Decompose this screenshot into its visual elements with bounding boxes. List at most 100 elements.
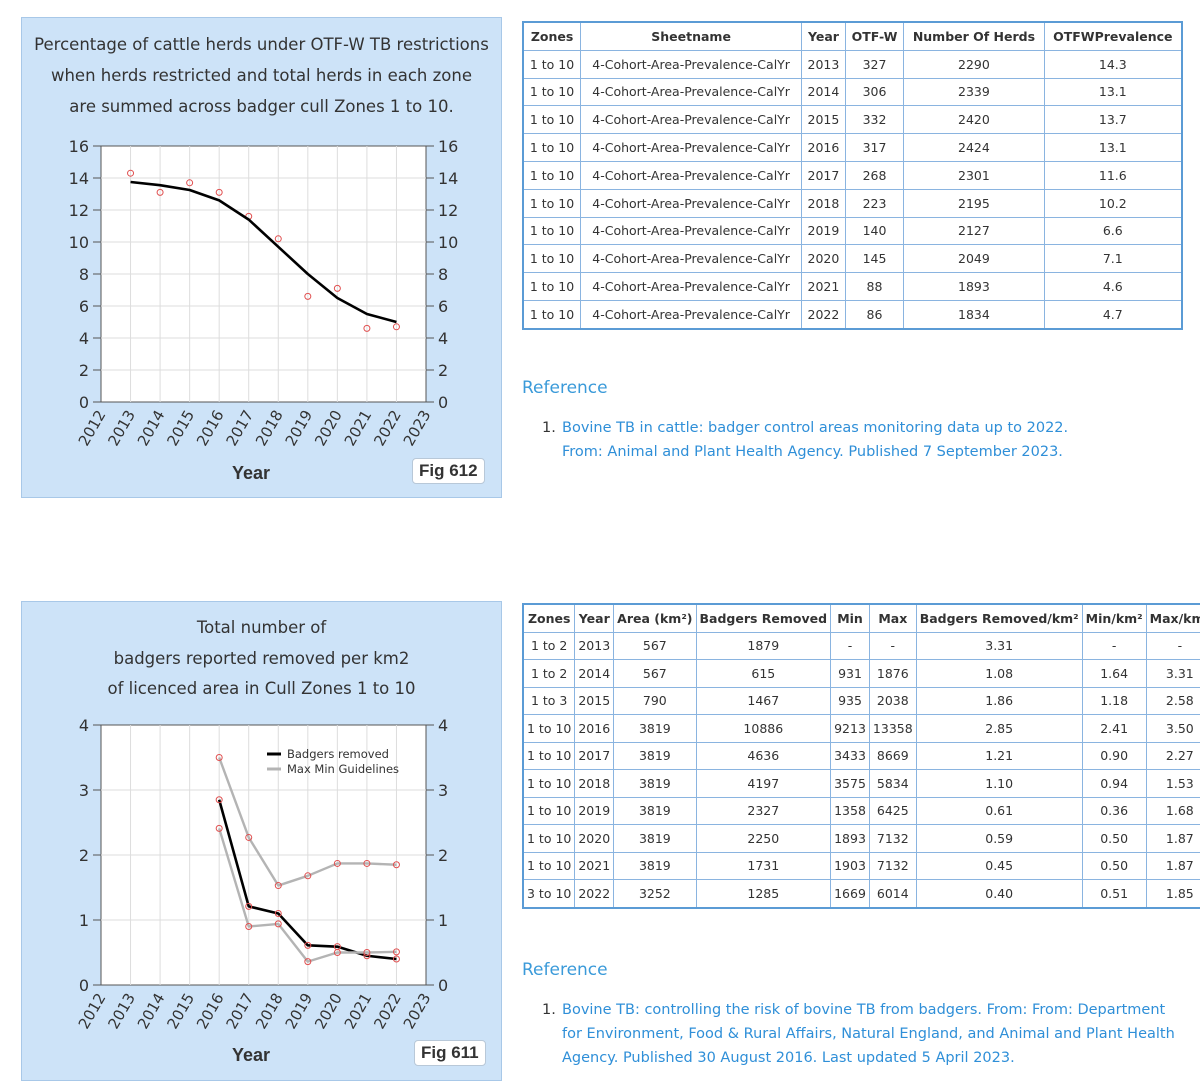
table-row: 1 to 3 2015 790 1467 935 2038 1.86 1.18 2.58 xyxy=(522,686,1200,715)
reference-link-line-3[interactable]: Agency. Published 30 August 2016. Last u… xyxy=(562,1050,1015,1066)
data-point xyxy=(274,882,282,890)
x-tick-label: 2015 xyxy=(163,990,198,1032)
y-tick-label: 2 xyxy=(79,846,89,865)
legend-label: Max Min Guidelines xyxy=(287,762,399,776)
table-cell: 3433 xyxy=(830,741,870,770)
y-tick-label: 0 xyxy=(79,976,89,995)
x-tick-label: 2020 xyxy=(311,407,346,449)
table-row: 3 to 10 2022 3252 1285 1669 6014 0.40 0.51 1.85 xyxy=(522,879,1200,908)
table-cell: 4-Cohort-Area-Prevalence-CalYr xyxy=(580,105,803,135)
y-tick-label-right: 10 xyxy=(438,233,458,252)
table-cell: 3819 xyxy=(613,769,697,798)
data-point xyxy=(333,859,341,867)
y-tick-label-right: 14 xyxy=(438,169,458,188)
chart-title-line-1: Percentage of cattle herds under OTF-W T… xyxy=(34,35,489,54)
table-cell: 3575 xyxy=(830,769,870,798)
table-cell: 1669 xyxy=(830,879,870,908)
table-cell: 4-Cohort-Area-Prevalence-CalYr xyxy=(580,133,803,162)
data-point xyxy=(392,861,400,869)
table-cell: 2014 xyxy=(574,659,615,688)
data-point xyxy=(215,754,223,761)
data-point xyxy=(363,324,371,332)
x-tick-label: 2020 xyxy=(311,990,346,1032)
table-cell: 0.50 xyxy=(1081,851,1147,880)
table-cell: 615 xyxy=(695,659,832,688)
column-header: OTFWPrevalence xyxy=(1043,21,1183,51)
column-header: Year xyxy=(801,21,846,51)
table-cell: 790 xyxy=(613,686,697,715)
table-cell: 13.1 xyxy=(1043,77,1183,107)
y-tick-label-right: 8 xyxy=(438,265,448,284)
column-header: Max xyxy=(868,603,917,633)
table-cell: 1 to 10 xyxy=(522,160,582,190)
table-cell: 3.50 xyxy=(1145,714,1200,743)
reference-number: 1. xyxy=(542,1002,556,1018)
table-cell: 2019 xyxy=(801,216,846,246)
data-point xyxy=(245,923,253,930)
table-cell: 1879 xyxy=(695,631,832,660)
table-cell: 2013 xyxy=(574,631,615,660)
table-cell: 0.45 xyxy=(915,851,1083,880)
table-cell: 1 to 10 xyxy=(522,244,582,274)
data-point xyxy=(333,949,341,956)
x-tick-label: 2017 xyxy=(223,407,258,449)
x-tick-label: 2023 xyxy=(400,407,435,449)
table-cell: 7.1 xyxy=(1043,244,1183,274)
table-cell: 13.7 xyxy=(1043,105,1183,135)
x-tick-label: 2016 xyxy=(193,990,228,1032)
y-tick-label-right: 1 xyxy=(438,911,448,930)
data-point xyxy=(127,169,135,177)
reference-link-line-2[interactable]: From: Animal and Plant Health Agency. Pu… xyxy=(562,444,1063,460)
table-cell: 2.27 xyxy=(1145,741,1200,770)
badgers-removed-table: Zones Year Area (km²) Badgers Removed Min Max… xyxy=(522,603,1200,909)
table-cell: 140 xyxy=(844,216,905,246)
data-point xyxy=(186,179,194,187)
table-cell: 1 to 10 xyxy=(522,851,576,880)
table-cell: 2016 xyxy=(801,133,846,162)
table-cell: 1731 xyxy=(695,851,832,880)
reference-link-line-1[interactable]: Bovine TB in cattle: badger control area… xyxy=(562,420,1069,436)
table-cell: - xyxy=(868,631,917,660)
table-row: 1 to 10 4-Cohort-Area-Prevalence-CalYr 201… xyxy=(522,49,1183,79)
table-cell: 223 xyxy=(844,188,905,218)
table-cell: 1.10 xyxy=(915,769,1083,798)
x-tick-label: 2012 xyxy=(75,990,110,1032)
table-cell: 1 to 10 xyxy=(522,133,582,162)
table-cell: 1 to 10 xyxy=(522,714,576,743)
table-cell: 2020 xyxy=(574,824,615,853)
table-row: 1 to 10 4-Cohort-Area-Prevalence-CalYr 202… xyxy=(522,272,1183,301)
table-cell: 1834 xyxy=(903,299,1045,330)
table-cell: 2022 xyxy=(574,879,615,908)
table-cell: 9213 xyxy=(830,714,870,743)
column-header: Zones xyxy=(522,21,582,51)
chart-title-line-3: of licenced area in Cull Zones 1 to 10 xyxy=(107,679,416,698)
x-tick-label: 2019 xyxy=(282,407,317,449)
table-cell: 2015 xyxy=(574,686,615,715)
reference-link-line-1[interactable]: Bovine TB: controlling the risk of bovin… xyxy=(562,1002,1166,1018)
table-cell: 3819 xyxy=(613,824,697,853)
table-cell: 4-Cohort-Area-Prevalence-CalYr xyxy=(580,77,803,107)
y-tick-label: 12 xyxy=(69,201,89,220)
table-cell: 4-Cohort-Area-Prevalence-CalYr xyxy=(580,299,803,330)
y-tick-label: 4 xyxy=(79,329,89,348)
table-cell: 332 xyxy=(844,105,905,135)
series-line xyxy=(218,828,397,963)
table-cell: 1358 xyxy=(830,796,870,825)
data-point xyxy=(392,955,400,963)
table-cell: 2301 xyxy=(903,160,1045,190)
x-tick-label: 2017 xyxy=(223,990,258,1032)
table-cell: 4-Cohort-Area-Prevalence-CalYr xyxy=(580,49,803,79)
reference-link-line-2[interactable]: for Environment, Food & Rural Affairs, N… xyxy=(562,1026,1175,1042)
data-point xyxy=(363,859,371,867)
table-cell: 306 xyxy=(844,77,905,107)
data-point xyxy=(304,872,312,880)
table-cell: 4.7 xyxy=(1043,299,1183,330)
table-row: 1 to 10 4-Cohort-Area-Prevalence-CalYr 201… xyxy=(522,160,1183,190)
table-cell: 4-Cohort-Area-Prevalence-CalYr xyxy=(580,216,803,246)
table-cell: 2049 xyxy=(903,244,1045,274)
table-cell: 1 to 10 xyxy=(522,769,576,798)
reference-list: 1. Bovine TB in cattle: badger control a… xyxy=(542,416,1182,466)
table-cell: 1.85 xyxy=(1145,879,1200,908)
table-cell: 1 to 2 xyxy=(522,659,576,688)
table-row: 1 to 10 4-Cohort-Area-Prevalence-CalYr 202… xyxy=(522,299,1183,330)
